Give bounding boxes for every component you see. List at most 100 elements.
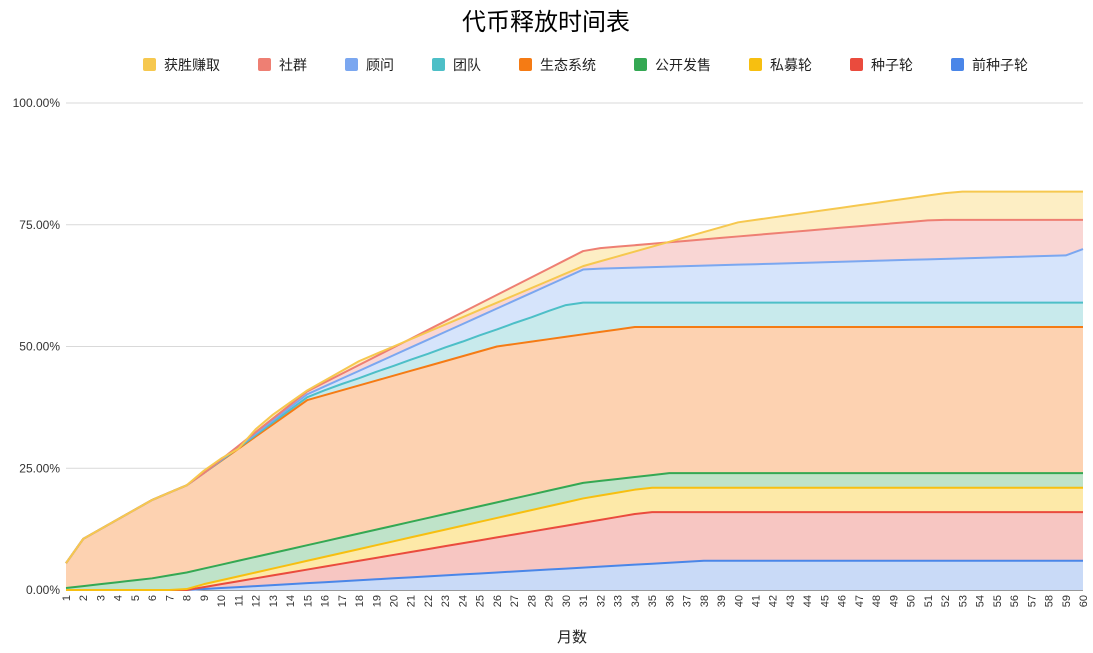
legend-label: 获胜赚取 [164,58,220,74]
chart-legend: 获胜赚取 社群 顾问 团队 生态系统 公开发售 私募轮 种子轮 前种子轮 [143,57,1028,74]
y-tick-label: 75.00% [19,218,60,232]
legend-item: 获胜赚取 [143,58,220,74]
x-tick-label: 55 [992,595,1004,607]
x-tick-label: 4 [113,595,125,601]
x-tick-label: 17 [337,595,349,607]
x-tick-label: 41 [750,595,762,607]
x-tick-label: 53 [957,595,969,607]
x-tick-label: 47 [854,595,866,607]
legend-item: 顾问 [345,58,394,74]
x-tick-label: 57 [1026,595,1038,607]
x-tick-label: 43 [785,595,797,607]
legend-swatch [519,58,532,71]
x-tick-label: 44 [802,595,814,607]
x-axis-ticks: 1 2 3 4 5 6 7 8 9 10 11 12 13 14 15 16 17 18 19 20 21 22 23 24 2… [61,595,1090,607]
x-tick-label: 23 [440,595,452,607]
x-tick-label: 26 [492,595,504,607]
legend-swatch [143,58,156,71]
x-tick-label: 50 [906,595,918,607]
stacked-areas [66,191,1083,590]
x-tick-label: 33 [613,595,625,607]
legend-label: 公开发售 [655,58,711,74]
line-种子轮 [66,511,1083,591]
x-tick-label: 5 [130,595,142,601]
legend-item: 生态系统 [519,58,596,74]
series-lines [65,190,1084,591]
x-axis-label: 月数 [557,628,587,646]
legend-item: 团队 [432,58,481,74]
x-tick-label: 29 [544,595,556,607]
x-tick-label: 8 [182,595,194,601]
legend-label: 私募轮 [770,58,812,74]
x-tick-label: 10 [216,595,228,607]
line-社群 [65,218,1083,564]
x-tick-label: 52 [940,595,952,607]
x-tick-label: 3 [95,595,107,601]
x-tick-label: 45 [819,595,831,607]
y-axis-ticks: 0.00% 25.00% 50.00% 75.00% 100.00% [13,96,61,597]
legend-item: 种子轮 [850,58,913,74]
x-tick-label: 1 [61,595,73,601]
legend-swatch [749,58,762,71]
y-tick-label: 50.00% [19,340,60,354]
chart-title: 代币释放时间表 [462,8,630,36]
x-tick-label: 46 [837,595,849,607]
x-tick-label: 21 [406,595,418,607]
legend-swatch [951,58,964,71]
x-tick-label: 18 [354,595,366,607]
x-tick-label: 11 [233,595,245,606]
legend-label: 前种子轮 [972,57,1028,74]
x-tick-label: 58 [1044,595,1056,607]
x-tick-label: 49 [888,595,900,607]
x-tick-label: 27 [509,595,521,607]
x-tick-label: 59 [1061,595,1073,607]
x-tick-label: 40 [733,595,745,607]
x-tick-label: 39 [716,595,728,607]
legend-item: 私募轮 [749,58,812,74]
area-获胜赚取 [66,191,1083,564]
legend-swatch [345,58,358,71]
y-tick-label: 25.00% [19,461,60,475]
area-私募轮 [66,487,1083,590]
legend-item: 社群 [258,58,307,74]
x-tick-label: 37 [682,595,694,607]
x-tick-label: 28 [526,595,538,607]
legend-item: 公开发售 [634,58,711,74]
x-tick-label: 31 [578,595,590,607]
x-tick-label: 20 [389,595,401,607]
x-tick-label: 14 [285,595,297,607]
legend-swatch [258,58,271,71]
x-tick-label: 24 [457,595,469,607]
x-tick-label: 42 [768,595,780,607]
line-前种子轮 [66,559,1083,591]
x-tick-label: 30 [561,595,573,607]
x-tick-label: 35 [647,595,659,607]
y-tick-label: 0.00% [26,583,60,597]
legend-label: 种子轮 [871,58,913,74]
x-tick-label: 54 [975,595,987,607]
x-tick-label: 25 [475,595,487,607]
x-tick-label: 9 [199,595,211,601]
x-tick-label: 2 [78,595,90,601]
legend-item: 前种子轮 [951,57,1028,74]
x-tick-label: 38 [699,595,711,607]
x-tick-label: 36 [664,595,676,607]
legend-swatch [634,58,647,71]
legend-label: 顾问 [366,58,394,74]
y-tick-label: 100.00% [13,96,61,110]
area-公开发售 [66,473,1083,590]
x-tick-label: 32 [595,595,607,607]
line-公开发售 [65,472,1083,590]
legend-label: 团队 [453,58,481,74]
x-tick-label: 16 [320,595,332,607]
area-生态系统 [66,327,1083,589]
line-获胜赚取 [65,190,1083,564]
legend-label: 社群 [279,58,307,74]
x-tick-label: 51 [923,595,935,607]
x-tick-label: 13 [268,595,280,607]
legend-swatch [850,58,863,71]
x-tick-label: 60 [1078,595,1090,607]
x-tick-label: 7 [164,595,176,601]
x-tick-label: 15 [302,595,314,607]
line-私募轮 [66,486,1083,591]
